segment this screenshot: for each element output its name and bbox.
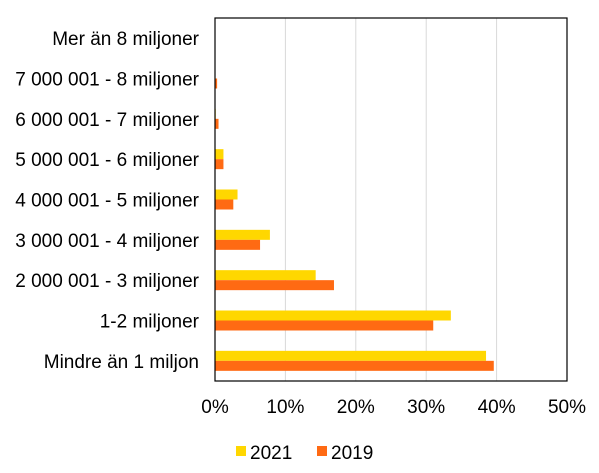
bar-2019	[215, 78, 218, 89]
x-tick-label: 10%	[266, 397, 304, 418]
category-label: 2 000 001 - 3 miljoner	[15, 271, 199, 292]
bar-2021	[215, 149, 224, 160]
x-tick-label: 40%	[478, 397, 516, 418]
bar-2021	[215, 270, 316, 281]
category-labels: Mer än 8 miljoner 7 000 001 - 8 miljoner 6…	[15, 29, 199, 373]
legend-swatch-2019	[317, 446, 327, 456]
bar-2021	[215, 310, 451, 321]
category-label: Mindre än 1 miljon	[44, 352, 199, 373]
legend-label-2021: 2021	[250, 443, 292, 464]
bar-2021	[215, 350, 487, 361]
bar-2021	[215, 189, 238, 200]
bar-2021	[215, 229, 270, 240]
bar-2019	[215, 239, 261, 250]
plot-area-frame	[214, 17, 568, 382]
legend: 2021 2019	[236, 443, 373, 464]
category-label: Mer än 8 miljoner	[52, 29, 199, 50]
legend-swatch-2021	[236, 446, 246, 456]
legend-label-2019: 2019	[331, 443, 373, 464]
category-label: 6 000 001 - 7 miljoner	[15, 110, 199, 131]
x-tick-label: 0%	[201, 397, 229, 418]
category-label: 1-2 miljoner	[100, 312, 200, 333]
x-tick-labels: 0% 10% 20% 30% 40% 50%	[201, 397, 586, 418]
category-label: 4 000 001 - 5 miljoner	[15, 191, 199, 212]
bar-2019	[215, 199, 234, 210]
bar-2019	[215, 159, 224, 170]
category-label: 3 000 001 - 4 miljoner	[15, 231, 199, 252]
bar-2019	[215, 360, 494, 371]
category-label: 5 000 001 - 6 miljoner	[15, 150, 199, 171]
bars	[215, 78, 494, 371]
bar-2019	[215, 320, 434, 331]
bar-2019	[215, 118, 219, 129]
x-tick-label: 20%	[337, 397, 375, 418]
category-label: 7 000 001 - 8 miljoner	[15, 70, 199, 91]
bar-2019	[215, 280, 334, 291]
x-tick-label: 30%	[407, 397, 445, 418]
x-tick-label: 50%	[548, 397, 586, 418]
